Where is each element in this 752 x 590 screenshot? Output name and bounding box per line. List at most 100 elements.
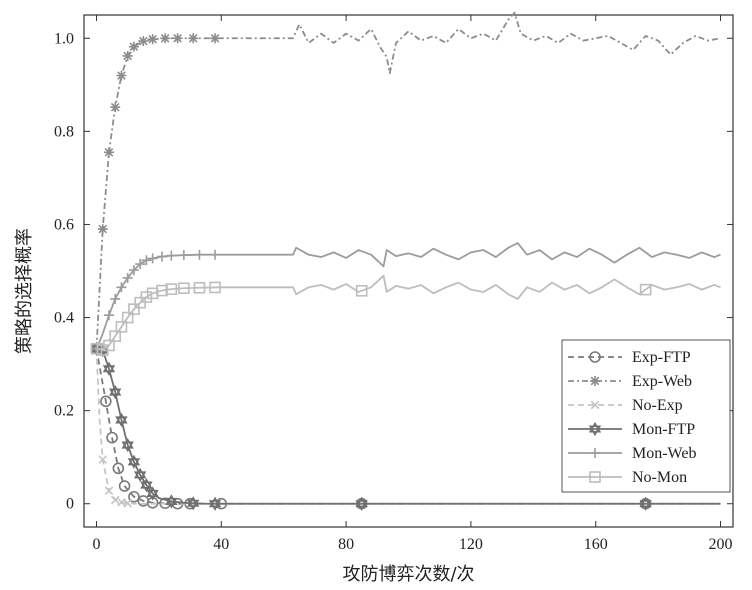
y-tick-label: 0.6 [54,216,74,233]
legend-item: Mon-FTP [568,421,695,438]
legend-item: No-Mon [568,469,687,486]
y-tick-label: 1.0 [54,30,74,47]
data-point-mon-ftp [109,384,122,400]
series-line-mon-ftp [96,347,721,505]
data-point-mon-ftp [140,478,153,493]
data-point-mon-web [135,259,146,270]
data-point-mon-web [116,282,127,293]
data-point-exp-web [97,224,108,235]
x-tick-label: 120 [459,536,483,553]
series-mon-web [91,242,721,354]
series-exp-web [91,11,721,354]
x-axis-title: 攻防博弈次数/次 [342,564,474,585]
legend-marker [590,448,600,458]
data-point-exp-web [122,50,133,61]
legend-item: No-Exp [568,397,683,414]
data-point-exp-ftp [128,490,140,503]
legend-label: Mon-FTP [632,421,695,438]
data-point-exp-ftp [100,395,112,408]
data-point-no-mon [90,342,103,355]
legend-marker [589,471,601,483]
data-point-exp-ftp [112,462,125,475]
data-point-exp-web [172,33,183,44]
data-point-no-mon [109,330,122,342]
y-tick-label: 0 [66,496,74,513]
legend-label: Mon-Web [632,445,696,462]
data-point-mon-ftp [133,467,147,482]
data-point-mon-ftp [187,496,200,511]
data-point-mon-web [110,293,121,304]
legend-label: Exp-Web [632,373,692,390]
y-tick-label: 0.4 [54,310,74,327]
data-point-mon-ftp [165,494,178,509]
series-line-no-mon [96,274,721,352]
legend-item: Exp-Web [568,373,692,390]
data-point-mon-ftp [639,496,652,511]
data-point-exp-web [103,147,114,158]
x-tick-label: 160 [584,536,608,553]
legend-item: Mon-Web [568,445,696,462]
legend-label: No-Exp [632,397,683,414]
data-point-exp-web [160,33,171,44]
data-point-mon-ftp [115,412,128,428]
x-tick-label: 200 [709,536,733,553]
legend-item: Exp-FTP [568,349,691,366]
series-line-mon-web [95,242,721,350]
data-point-exp-web [138,36,149,47]
y-tick-label: 0.2 [54,403,74,420]
data-point-exp-ftp [118,480,131,492]
x-tick-label: 40 [213,536,229,553]
data-point-exp-web [116,70,127,81]
data-point-no-mon [115,321,128,333]
data-point-mon-web [157,251,168,262]
data-point-no-exp [123,498,132,508]
series-no-mon [90,274,721,356]
data-point-mon-web [122,272,133,283]
data-point-mon-web [178,250,189,261]
legend-box [561,339,731,493]
data-point-mon-ftp [127,454,141,469]
data-point-no-exp [98,455,108,464]
legend-marker [588,421,602,437]
data-point-exp-web [128,41,139,52]
data-point-no-mon [140,291,153,303]
y-tick-label: 0.8 [54,123,74,140]
data-point-mon-ftp [102,361,116,376]
data-point-mon-ftp [146,486,159,501]
plot-frame [83,14,734,528]
data-point-mon-ftp [208,496,222,511]
data-point-mon-web [103,310,114,321]
data-point-mon-web [210,249,221,260]
legend-marker [589,351,601,363]
data-point-no-exp [110,495,120,505]
y-axis-title: 策略的选择概率 [14,228,35,354]
data-point-no-mon [355,284,368,297]
data-point-exp-web [147,34,158,45]
data-point-no-mon [639,283,652,296]
x-tick-label: 80 [338,536,354,553]
data-point-mon-web [141,255,152,266]
data-point-no-mon [165,283,178,295]
data-point-mon-web [128,265,139,276]
legend: Exp-FTP Exp-Web No-Exp Mon-FTP Mon-Web No-Mon [561,339,731,493]
legend-marker [590,376,600,386]
data-point-exp-web [210,33,221,44]
data-point-mon-web [194,249,205,260]
data-point-mon-web [147,253,158,264]
data-point-no-mon [193,281,206,294]
series-line-exp-web [95,11,721,349]
data-point-exp-web [110,102,121,113]
data-point-no-mon [178,282,190,295]
data-point-exp-ftp [106,431,118,444]
data-point-no-mon [103,339,115,352]
data-point-mon-web [166,250,177,261]
data-point-no-mon [121,311,134,324]
data-point-no-mon [128,303,140,315]
data-point-no-mon [209,281,221,294]
data-point-no-exp [104,486,114,496]
x-tick-label: 0 [92,536,100,553]
legend-label: No-Mon [632,469,687,486]
legend-label: Exp-FTP [632,349,691,366]
data-point-mon-ftp [121,437,134,453]
